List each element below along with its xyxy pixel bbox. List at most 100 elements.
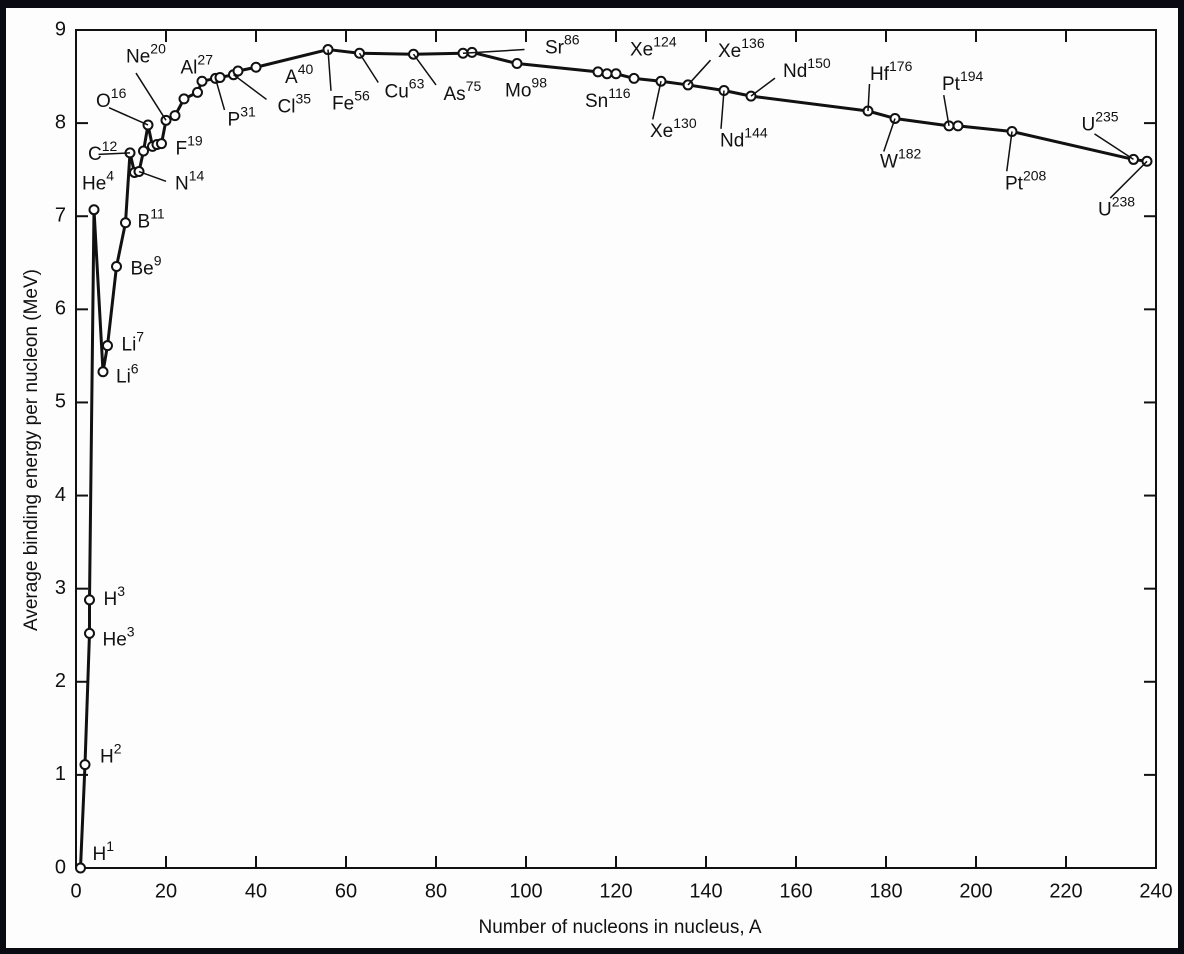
data-point (121, 218, 130, 227)
element-name: B (138, 212, 151, 233)
y-tick-label: 3 (55, 577, 66, 599)
element-name: Fe (332, 94, 354, 115)
x-tick-label: 140 (689, 880, 722, 902)
mass-number: 19 (187, 132, 203, 148)
element-name: Ne (126, 46, 150, 67)
element-name: H (93, 844, 107, 865)
mass-number: 208 (1023, 167, 1047, 183)
mass-number: 4 (106, 167, 114, 183)
data-point (85, 595, 94, 604)
element-name: As (444, 84, 466, 105)
y-tick-label: 2 (55, 670, 66, 692)
element-name: Nd (783, 61, 807, 82)
x-tick-label: 100 (509, 880, 542, 902)
element-name: He (103, 629, 127, 650)
data-point (630, 74, 639, 83)
mass-number: 75 (466, 78, 482, 94)
mass-number: 40 (298, 61, 314, 77)
data-point (180, 94, 189, 103)
element-name: Be (131, 259, 154, 280)
data-point (139, 147, 148, 156)
x-tick-label: 160 (779, 880, 812, 902)
mass-number: 3 (117, 583, 125, 599)
x-tick-label: 180 (869, 880, 902, 902)
mass-number: 3 (127, 623, 135, 639)
element-name: A (285, 67, 298, 88)
mass-number: 238 (1112, 193, 1136, 209)
mass-number: 9 (154, 252, 162, 268)
mass-number: 11 (150, 205, 165, 221)
y-tick-label: 5 (55, 391, 66, 413)
mass-number: 116 (608, 85, 631, 101)
data-point (103, 341, 112, 350)
x-axis-label: Number of nucleons in nucleus, A (478, 917, 761, 938)
element-name: Xe (630, 39, 653, 60)
x-tick-label: 60 (335, 880, 357, 902)
data-point (112, 262, 121, 271)
mass-number: 7 (136, 328, 144, 344)
x-tick-label: 240 (1139, 880, 1172, 902)
element-name: Cl (278, 97, 296, 118)
mass-number: 130 (673, 115, 697, 131)
data-point (193, 88, 202, 97)
element-name: Pt (1005, 174, 1024, 195)
mass-number: 144 (744, 124, 768, 140)
element-name: Cu (385, 81, 409, 102)
x-tick-label: 40 (245, 880, 267, 902)
x-tick-label: 80 (425, 880, 447, 902)
element-name: Hf (870, 64, 890, 85)
mass-number: 98 (531, 74, 547, 90)
data-point (171, 111, 180, 120)
mass-number: 86 (564, 31, 580, 47)
element-name: N (175, 174, 189, 195)
element-name: F (176, 139, 188, 160)
data-point (252, 63, 261, 72)
mass-number: 35 (295, 90, 311, 106)
element-name: Mo (505, 81, 531, 102)
y-tick-label: 0 (55, 856, 66, 878)
element-name: W (880, 151, 898, 172)
element-name: C (88, 144, 102, 165)
data-point (76, 864, 85, 873)
x-tick-label: 120 (599, 880, 632, 902)
mass-number: 150 (807, 55, 831, 71)
data-point (234, 66, 243, 75)
data-point (85, 629, 94, 638)
mass-number: 12 (102, 138, 118, 154)
mass-number: 63 (409, 75, 425, 91)
x-tick-label: 20 (155, 880, 177, 902)
element-name: U (1082, 114, 1096, 135)
data-point (81, 760, 90, 769)
y-tick-label: 6 (55, 298, 66, 320)
element-name: Al (181, 57, 198, 78)
mass-number: 31 (240, 103, 256, 119)
data-point (198, 77, 207, 86)
x-tick-label: 220 (1049, 880, 1082, 902)
y-axis-label: Average binding energy per nucleon (MeV) (21, 269, 42, 631)
mass-number: 1 (106, 838, 114, 854)
y-tick-label: 1 (55, 763, 66, 785)
element-name: He (82, 174, 106, 195)
data-point (157, 139, 166, 148)
mass-number: 16 (111, 85, 127, 101)
element-name: Li (116, 367, 131, 388)
element-name: P (228, 109, 241, 130)
mass-number: 2 (114, 740, 122, 756)
mass-number: 27 (197, 51, 213, 67)
data-point (954, 121, 963, 130)
data-point (603, 69, 612, 78)
y-tick-label: 8 (55, 111, 66, 133)
mass-number: 194 (960, 68, 984, 84)
element-name: H (104, 589, 118, 610)
mass-number: 6 (131, 360, 139, 376)
data-point (99, 367, 108, 376)
data-point (612, 69, 621, 78)
data-point (594, 67, 603, 76)
element-name: H (100, 747, 114, 768)
mass-number: 20 (150, 40, 166, 56)
mass-number: 56 (354, 87, 370, 103)
y-tick-label: 7 (55, 205, 66, 227)
x-tick-label: 0 (70, 880, 81, 902)
y-tick-label: 9 (55, 18, 66, 40)
y-tick-label: 4 (55, 484, 66, 506)
